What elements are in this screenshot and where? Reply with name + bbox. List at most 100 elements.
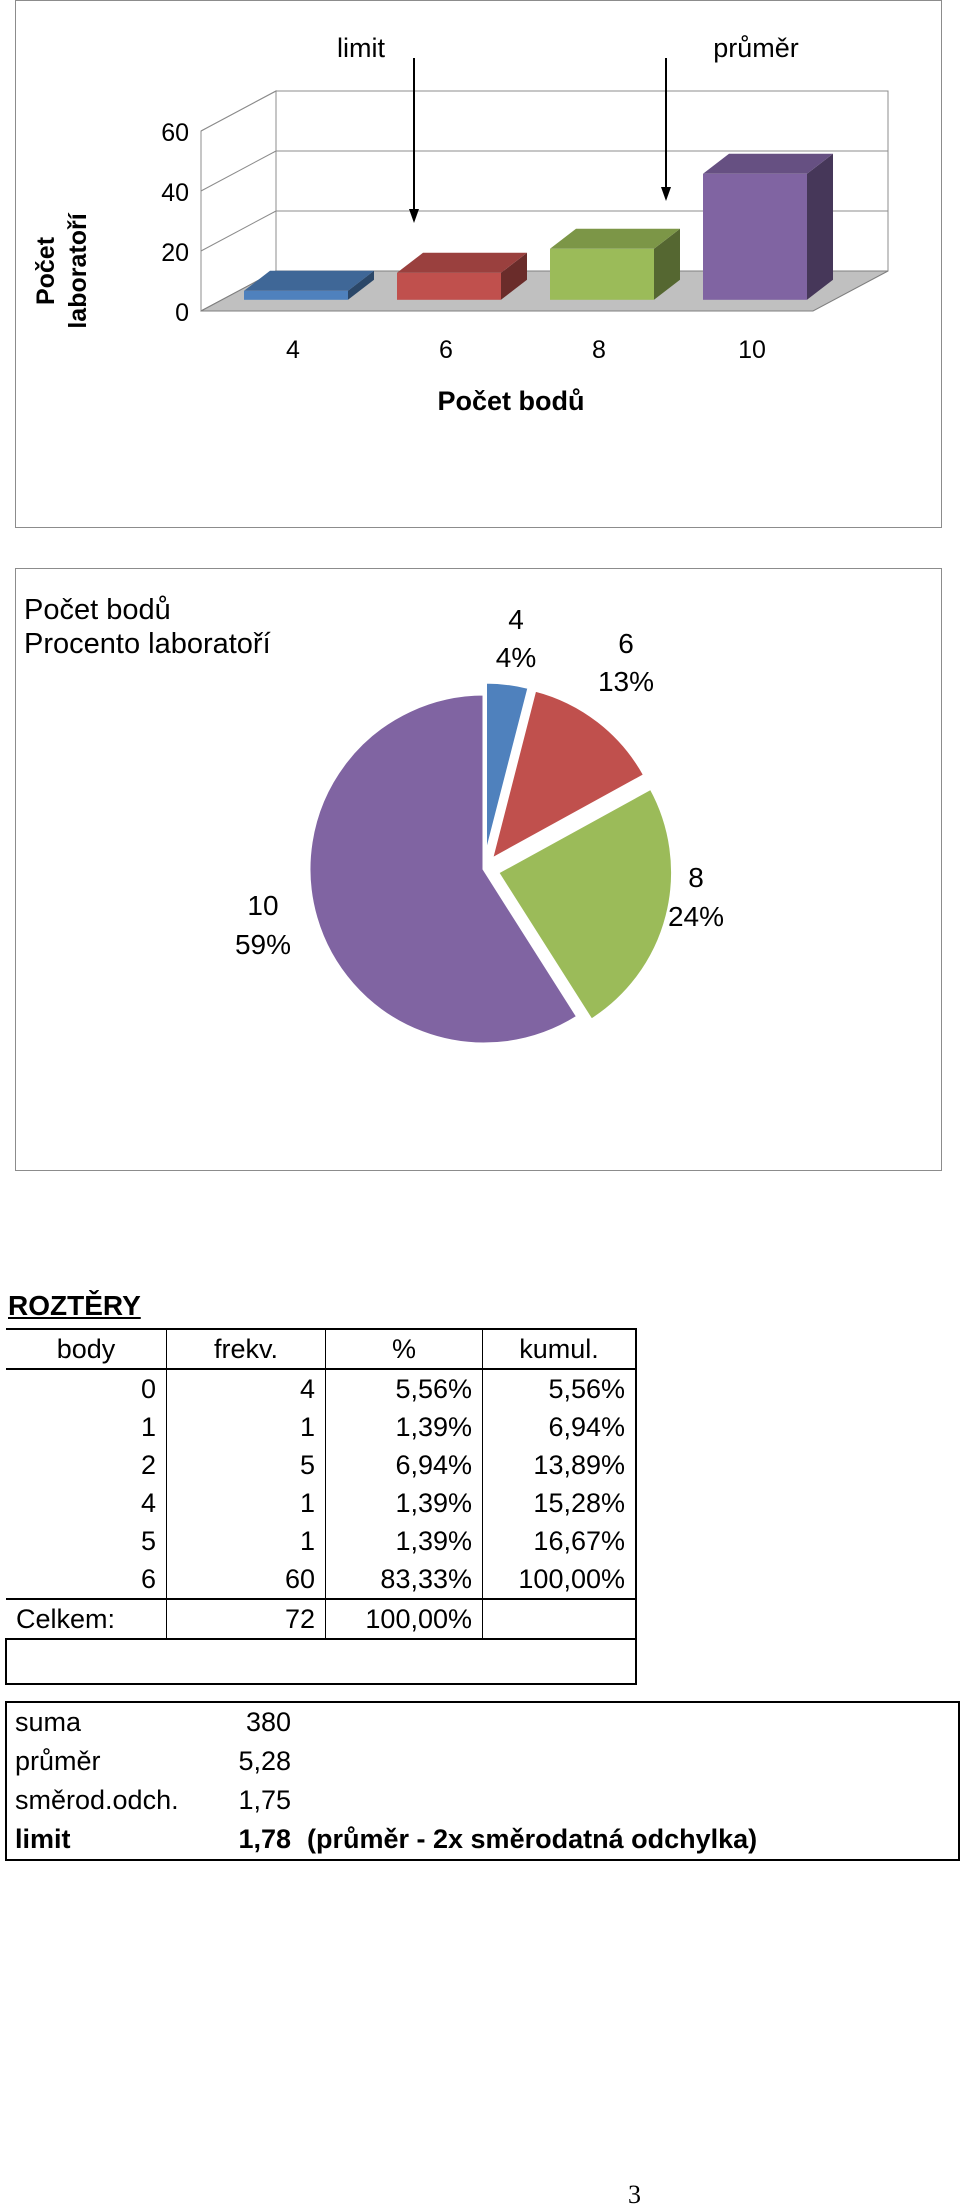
bar-top — [244, 270, 374, 291]
pie-category-label: 10 — [247, 890, 278, 921]
x-tick-label: 8 — [592, 336, 606, 364]
stats-row: průměr 5,28 — [6, 1742, 959, 1781]
pie-category-label: 4 — [508, 604, 524, 635]
annotation-label: limit — [337, 33, 385, 63]
stats-value: 1,75 — [238, 1785, 291, 1815]
x-tick-label: 10 — [738, 336, 766, 364]
pie-percent-label: 24% — [668, 901, 724, 932]
y-tick-label: 40 — [161, 179, 189, 207]
cell-freq: 1 — [166, 1522, 326, 1560]
cell-kumul: 5,56% — [482, 1369, 637, 1408]
cell-freq: 1 — [166, 1408, 326, 1446]
bar-side — [501, 252, 527, 300]
cell-percent: 1,39% — [325, 1408, 483, 1446]
y-axis-title: laboratoří — [64, 212, 92, 328]
bar — [703, 153, 833, 300]
pie-percent-label: 13% — [598, 666, 654, 697]
x-tick-label: 4 — [286, 336, 300, 364]
bar-front — [550, 248, 654, 300]
cell-freq: 1 — [166, 1484, 326, 1522]
bar-side — [807, 153, 833, 300]
stats-value: 5,28 — [238, 1746, 291, 1776]
cell-percent: 1,39% — [325, 1484, 483, 1522]
cell-percent: 5,56% — [325, 1369, 483, 1408]
stats-note — [299, 1781, 959, 1820]
cell-body: 0 — [140, 1374, 156, 1404]
cell-kumul: 15,28% — [482, 1484, 637, 1522]
stats-note — [299, 1702, 959, 1742]
stats-label: průměr — [15, 1746, 101, 1776]
bar-chart: 0 20 40 60 4 6 8 10 Počet bodů Počet laboratoří lim… — [32, 33, 889, 416]
bar-front — [244, 290, 348, 300]
header-freq: frekv. — [166, 1329, 326, 1369]
pie-slice — [307, 692, 580, 1046]
pie-chart: 4 4% 6 13% 8 24% 10 59% — [235, 604, 724, 1046]
table-row: 0 4 5,56% 5,56% — [6, 1369, 637, 1408]
gridline-side — [200, 150, 277, 192]
cell-body: 5 — [140, 1526, 156, 1556]
stats-note: (průměr - 2x směrodatná odchylka) — [307, 1824, 758, 1854]
cell-freq: 5 — [166, 1446, 326, 1484]
stats-table: suma 380 průměr 5,28 směrod.odch. 1,75 l… — [5, 1701, 960, 1861]
bar-top — [703, 153, 833, 174]
cell-freq: 60 — [166, 1560, 326, 1599]
bar-side — [654, 228, 680, 300]
pie-slice — [495, 786, 675, 1023]
cell-percent: 6,94% — [325, 1446, 483, 1484]
section-title: ROZTĚRY — [8, 1290, 141, 1321]
table-row: 4 1 1,39% 15,28% — [6, 1484, 637, 1522]
cell-kumul: 13,89% — [482, 1446, 637, 1484]
table-row: 5 1 1,39% 16,67% — [6, 1522, 637, 1560]
x-tick-label: 6 — [439, 336, 453, 364]
bar-front — [703, 173, 807, 300]
cell-kumul: 100,00% — [482, 1560, 637, 1599]
total-percent: 100,00% — [325, 1599, 483, 1639]
gridline-side — [200, 210, 277, 252]
y-tick-label: 0 — [175, 299, 189, 327]
cell-body: 4 — [140, 1488, 156, 1518]
y-axis-title: Počet — [32, 236, 60, 305]
cell-freq: 4 — [166, 1369, 326, 1408]
annotation-label: průměr — [713, 33, 799, 63]
table-row: 2 5 6,94% 13,89% — [6, 1446, 637, 1484]
cell-kumul: 16,67% — [482, 1522, 637, 1560]
table-row: 1 1 1,39% 6,94% — [6, 1408, 637, 1446]
bar-side — [348, 270, 374, 300]
stats-value: 1,78 — [238, 1824, 291, 1854]
pie-legend-title-2: Procento laboratoří — [24, 628, 271, 660]
bar-top — [550, 228, 680, 249]
pie-chart-panel: 4 4% 6 13% 8 24% 10 59% Počet bodů Procento lab… — [15, 568, 942, 1171]
pie-category-label: 6 — [618, 628, 634, 659]
total-freq: 72 — [166, 1599, 326, 1639]
header-percent: % — [325, 1329, 483, 1369]
bar-top — [397, 252, 527, 273]
cell-body: 1 — [140, 1412, 156, 1442]
pie-slice — [484, 680, 531, 858]
header-body: body — [56, 1334, 116, 1364]
table-row: 6 60 83,33% 100,00% — [6, 1560, 637, 1599]
pie-category-label: 8 — [688, 862, 704, 893]
bar-chart-panel: 0 20 40 60 4 6 8 10 Počet bodů Počet laboratoří lim… — [15, 0, 942, 528]
cell-kumul: 6,94% — [482, 1408, 637, 1446]
y-tick-label: 20 — [161, 239, 189, 267]
gridline-side — [200, 90, 277, 132]
cell-percent: 83,33% — [325, 1560, 483, 1599]
pie-legend-title-1: Počet bodů — [24, 594, 171, 626]
stats-row: směrod.odch. 1,75 — [6, 1781, 959, 1820]
cell-percent: 1,39% — [325, 1522, 483, 1560]
bar — [550, 228, 680, 300]
cell-body: 6 — [140, 1564, 156, 1594]
bar — [397, 252, 527, 300]
empty-row — [5, 1639, 637, 1684]
frequency-table: body frekv. % kumul. 0 4 5,56% 5,56% 1 1… — [5, 1328, 637, 1685]
y-tick-label: 60 — [161, 119, 189, 147]
total-row: Celkem: 72 100,00% — [6, 1599, 637, 1639]
stats-label: suma — [15, 1707, 82, 1737]
bar — [244, 270, 374, 300]
stats-row: limit 1,78 (průměr - 2x směrodatná odchy… — [6, 1820, 959, 1860]
pie-percent-label: 59% — [235, 929, 291, 960]
pie-slice — [489, 688, 647, 863]
annotation-arrowhead — [661, 187, 671, 201]
x-axis-title: Počet bodů — [438, 386, 585, 416]
header-kumul: kumul. — [482, 1329, 637, 1369]
